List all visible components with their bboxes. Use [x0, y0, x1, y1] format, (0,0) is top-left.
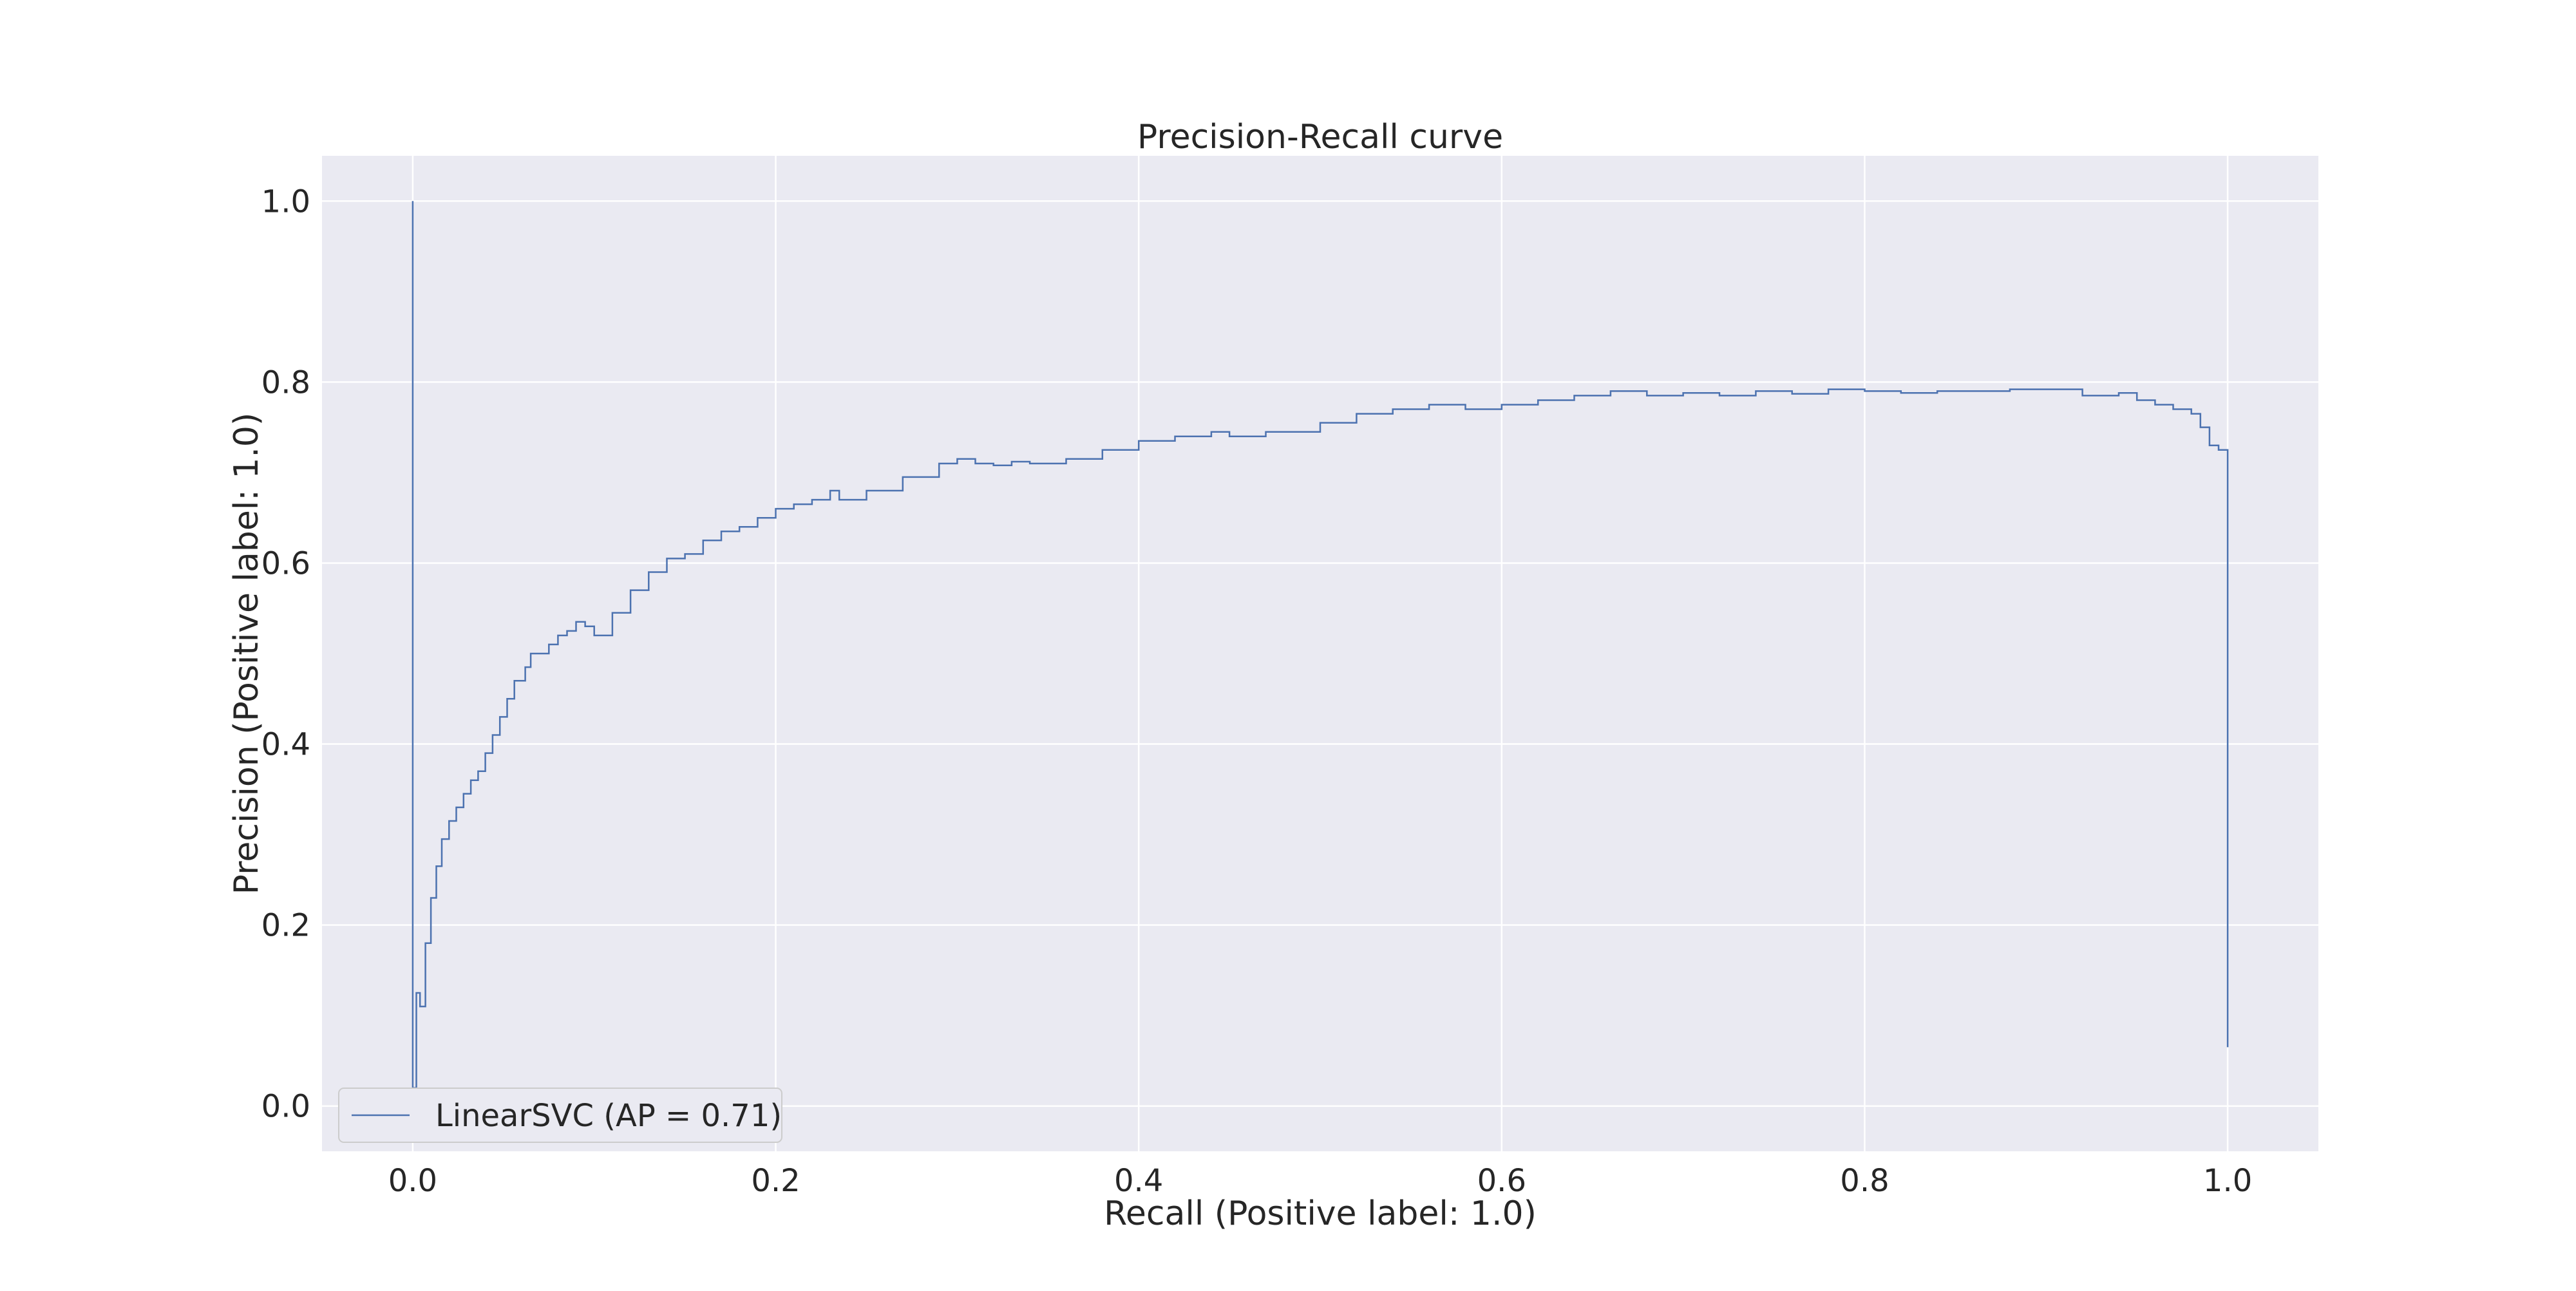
x-tick-label: 0.4 [1114, 1163, 1163, 1199]
x-tick-label: 0.6 [1477, 1163, 1526, 1199]
x-tick-label: 0.8 [1840, 1163, 1889, 1199]
legend-box [338, 1088, 782, 1143]
chart-title: Precision-Recall curve [1137, 118, 1503, 156]
y-tick-label: 0.2 [261, 908, 310, 944]
series-layer [412, 201, 2229, 1089]
x-tick-label: 0.2 [751, 1163, 800, 1199]
x-tick-label: 0.0 [388, 1163, 437, 1199]
y-tick-label: 0.6 [261, 545, 310, 581]
y-tick-label: 0.0 [261, 1089, 310, 1125]
y-axis-label: Precision (Positive label: 1.0) [227, 413, 266, 895]
y-tick-label: 0.4 [261, 727, 310, 763]
y-tick-label: 0.8 [261, 364, 310, 400]
y-tick-label: 1.0 [261, 184, 310, 220]
legend-label: LinearSVC (AP = 0.71) [435, 1098, 782, 1134]
tick-labels: 0.0 0.2 0.4 0.6 0.8 1.0 0.0 0.2 0.4 0.6 0.8 1.0 [261, 184, 2253, 1199]
series-line [412, 201, 2229, 1089]
legend: LinearSVC (AP = 0.71) [338, 1088, 782, 1143]
plot-area [322, 156, 2318, 1151]
x-tick-label: 1.0 [2203, 1163, 2252, 1199]
x-axis-label: Recall (Positive label: 1.0) [1104, 1194, 1537, 1233]
